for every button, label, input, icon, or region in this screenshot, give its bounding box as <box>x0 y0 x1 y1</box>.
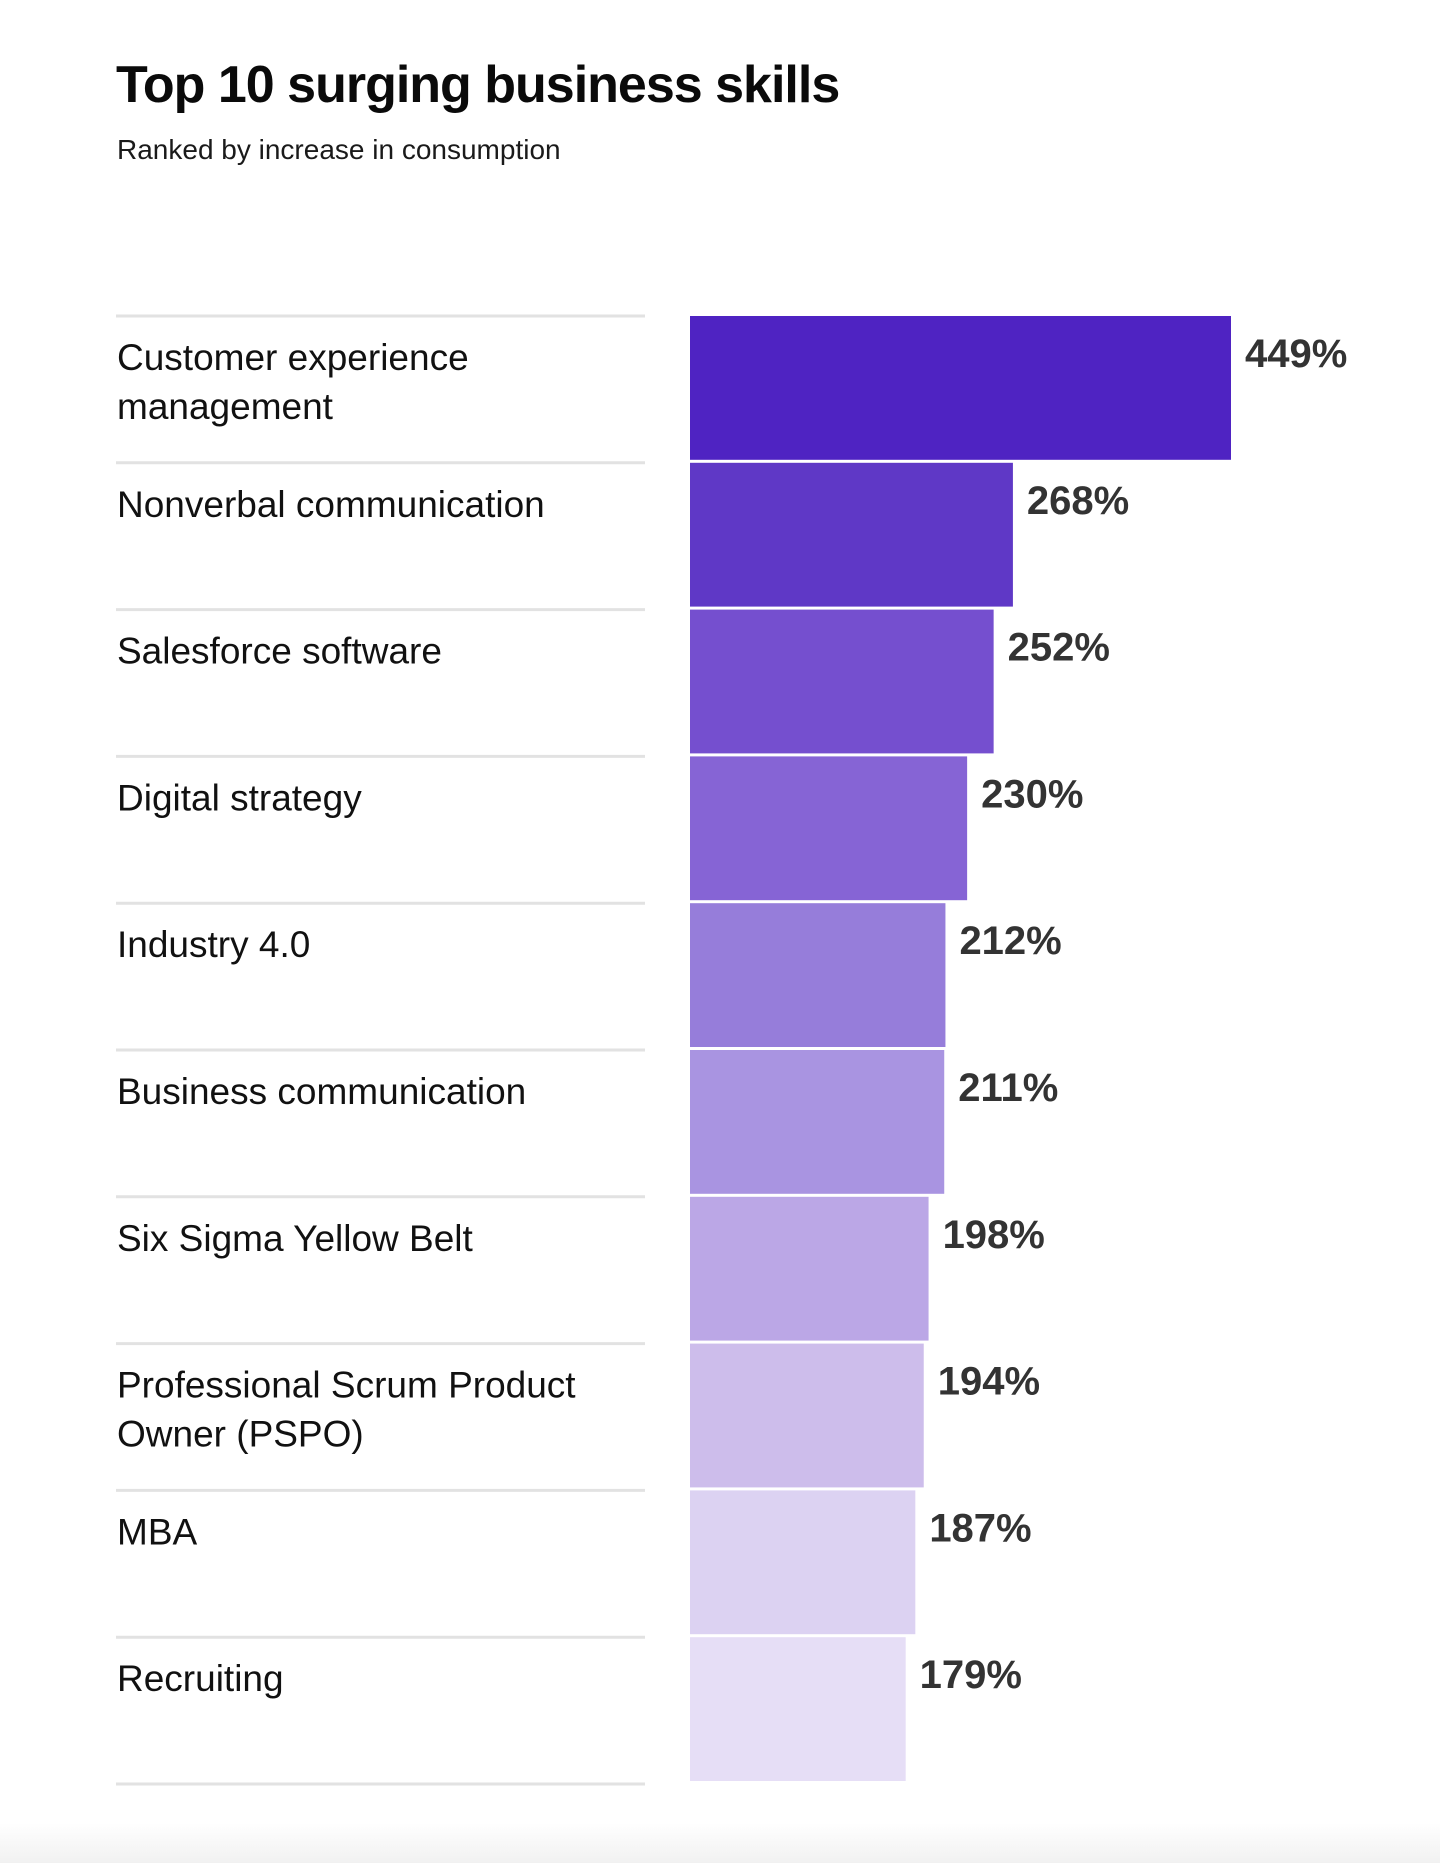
category-label-line: Nonverbal communication <box>117 484 545 525</box>
value-label: 179% <box>920 1653 1022 1697</box>
bar <box>690 1490 916 1635</box>
category-label-line: Six Sigma Yellow Belt <box>117 1218 474 1259</box>
value-label: 194% <box>938 1360 1040 1404</box>
value-label: 211% <box>958 1066 1058 1110</box>
bar <box>690 1343 924 1488</box>
category-label-line: MBA <box>117 1511 198 1552</box>
category-label-line: Owner (PSPO) <box>117 1414 364 1455</box>
value-label: 268% <box>1027 479 1129 523</box>
value-label: 230% <box>981 772 1083 816</box>
bar <box>690 609 994 754</box>
value-label: 252% <box>1008 626 1110 670</box>
bar <box>690 1196 929 1341</box>
category-label-line: Salesforce software <box>117 631 442 672</box>
category-label-line: Digital strategy <box>117 777 362 818</box>
category-label: Business communication <box>117 1071 526 1112</box>
category-label: Six Sigma Yellow Belt <box>117 1218 474 1259</box>
category-label: Recruiting <box>117 1658 284 1699</box>
category-label-line: Professional Scrum Product <box>117 1365 576 1406</box>
category-label: Digital strategy <box>117 777 362 818</box>
value-label: 198% <box>943 1213 1045 1257</box>
value-label: 449% <box>1245 332 1347 376</box>
bar <box>690 462 1013 607</box>
bar <box>690 903 946 1047</box>
bar <box>690 1637 906 1781</box>
category-label-line: Industry 4.0 <box>117 924 310 965</box>
category-label-line: Customer experience <box>117 337 469 378</box>
bar <box>690 756 968 901</box>
category-label: Customer experience management <box>117 337 469 427</box>
category-label: Nonverbal communication <box>117 484 545 525</box>
value-label: 187% <box>929 1506 1031 1550</box>
category-label: MBA <box>117 1511 198 1552</box>
category-label-line: Business communication <box>117 1071 526 1112</box>
value-label: 212% <box>959 919 1061 963</box>
bar <box>690 316 1231 460</box>
chart-title: Top 10 surging business skills <box>116 56 840 114</box>
category-label: Industry 4.0 <box>117 924 310 965</box>
bottom-fade <box>0 1823 1440 1863</box>
category-label: Professional Scrum Product Owner (PSPO) <box>117 1365 576 1455</box>
category-label-line: Recruiting <box>117 1658 284 1699</box>
category-label: Salesforce software <box>117 631 442 672</box>
category-label-line: management <box>117 386 334 427</box>
bar <box>690 1050 945 1194</box>
chart-subtitle: Ranked by increase in consumption <box>117 134 561 165</box>
